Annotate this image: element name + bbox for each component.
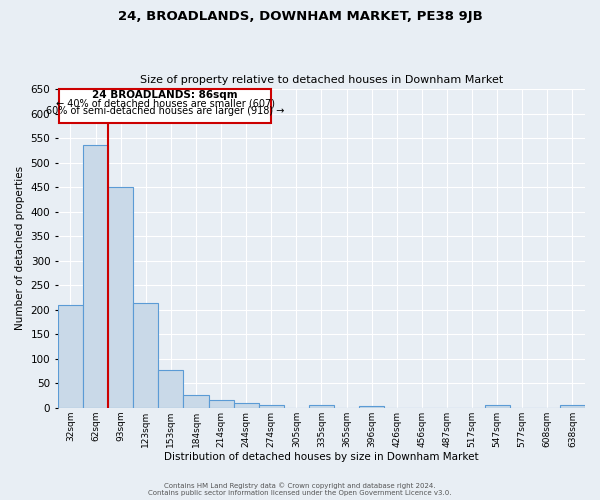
FancyBboxPatch shape [59, 89, 271, 124]
Bar [184, 394, 209, 408]
Text: Contains HM Land Registry data © Crown copyright and database right 2024.: Contains HM Land Registry data © Crown c… [164, 482, 436, 489]
X-axis label: Distribution of detached houses by size in Downham Market: Distribution of detached houses by size … [164, 452, 479, 462]
Bar [158, 370, 184, 408]
Text: ← 40% of detached houses are smaller (607): ← 40% of detached houses are smaller (60… [56, 98, 275, 108]
Bar [108, 187, 133, 408]
Bar [83, 146, 108, 408]
Text: 60% of semi-detached houses are larger (918) →: 60% of semi-detached houses are larger (… [46, 106, 284, 116]
Bar [359, 406, 384, 408]
Bar [209, 400, 233, 408]
Bar [58, 305, 83, 408]
Text: 24, BROADLANDS, DOWNHAM MARKET, PE38 9JB: 24, BROADLANDS, DOWNHAM MARKET, PE38 9JB [118, 10, 482, 23]
Bar [309, 406, 334, 408]
Bar [259, 405, 284, 408]
Bar [233, 403, 259, 408]
Y-axis label: Number of detached properties: Number of detached properties [15, 166, 25, 330]
Bar [485, 406, 510, 408]
Bar [560, 406, 585, 408]
Title: Size of property relative to detached houses in Downham Market: Size of property relative to detached ho… [140, 76, 503, 86]
Text: 24 BROADLANDS: 86sqm: 24 BROADLANDS: 86sqm [92, 90, 238, 100]
Bar [133, 304, 158, 408]
Text: Contains public sector information licensed under the Open Government Licence v3: Contains public sector information licen… [148, 490, 452, 496]
